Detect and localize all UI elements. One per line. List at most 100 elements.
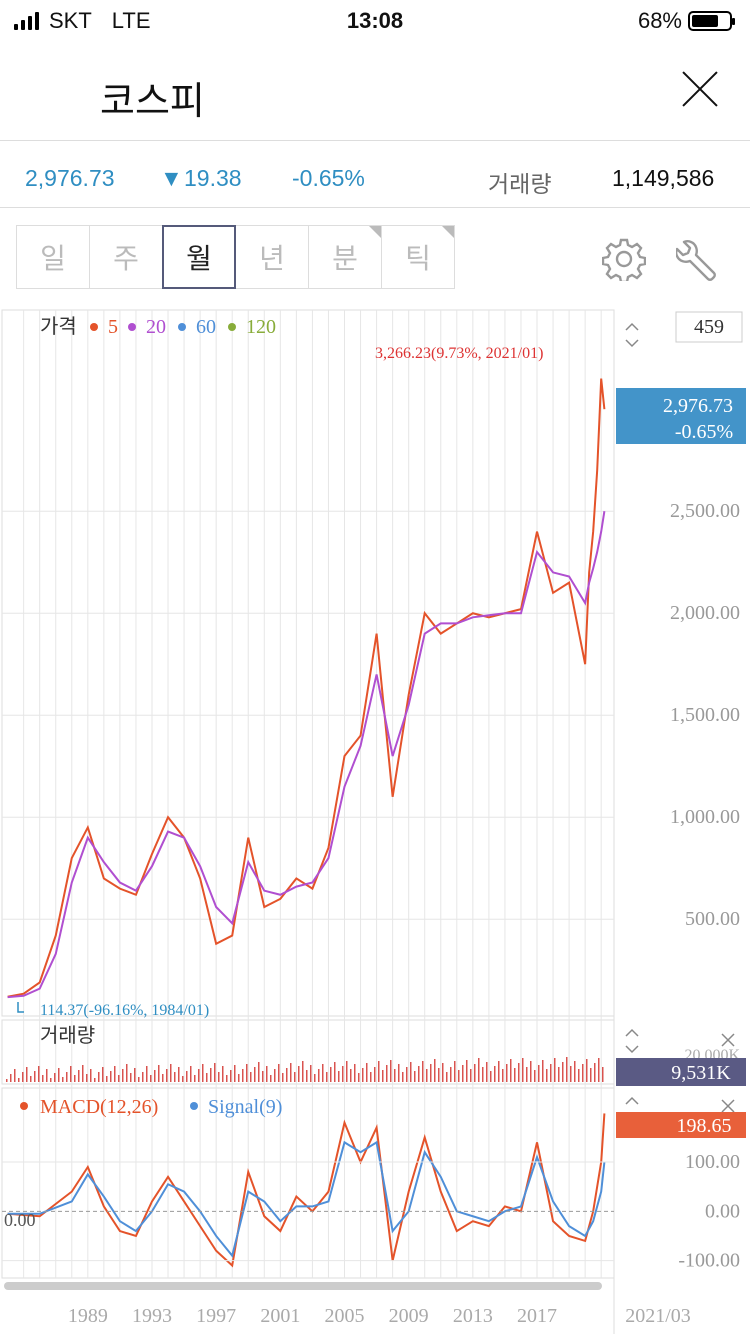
volume-bar — [242, 1069, 244, 1082]
chart-area[interactable]: 가격 5 20 60 120 3,266.23(9.73%, 2021/01) … — [0, 308, 750, 1334]
close-icon[interactable] — [680, 70, 720, 110]
legend-dot-60 — [178, 323, 186, 331]
macd-legend: MACD(12,26) — [40, 1096, 158, 1118]
current-price: 2,976.73 — [25, 165, 115, 191]
signal-legend-dot — [190, 1102, 198, 1110]
price-scale-icon[interactable] — [625, 322, 639, 348]
tab-minute[interactable]: 분 — [308, 225, 382, 289]
macd-tick-label: 100.00 — [685, 1151, 740, 1173]
status-bar: SKT LTE 13:08 68% — [0, 0, 750, 40]
carrier: SKT — [49, 8, 92, 33]
x-tick-label: 1989 — [68, 1305, 108, 1327]
volume-bar — [6, 1079, 8, 1082]
volume-bar — [38, 1066, 40, 1082]
macd-badge-value: 198.65 — [677, 1115, 732, 1137]
tab-year[interactable]: 년 — [235, 225, 309, 289]
volume-bar — [150, 1075, 152, 1082]
chart-scrollbar[interactable] — [4, 1282, 602, 1290]
tab-day[interactable]: 일 — [16, 225, 90, 289]
volume-bar — [326, 1072, 328, 1082]
price-tick-label: 1,500.00 — [670, 704, 740, 726]
volume-bar — [586, 1059, 588, 1082]
volume-bar — [286, 1068, 288, 1082]
volume-bar — [106, 1076, 108, 1082]
gear-icon[interactable] — [602, 237, 646, 281]
price-panel[interactable] — [1, 309, 615, 1017]
period-tabs: 일 주 월 년 분 틱 — [16, 225, 455, 289]
volume-bar — [126, 1064, 128, 1082]
volume-bar — [602, 1067, 604, 1082]
volume-bar — [478, 1058, 480, 1082]
volume-bar — [278, 1064, 280, 1082]
volume-bar — [418, 1066, 420, 1082]
battery-icon — [688, 11, 735, 31]
chart-svg[interactable]: 가격 5 20 60 120 3,266.23(9.73%, 2021/01) … — [0, 308, 750, 1334]
volume-bar — [302, 1061, 304, 1082]
volume-bar — [178, 1067, 180, 1082]
volume-bar — [62, 1077, 64, 1082]
price-tick-label: 1,000.00 — [670, 806, 740, 828]
volume-panel-title: 거래량 — [40, 1024, 95, 1047]
tab-month[interactable]: 월 — [162, 225, 236, 289]
volume-bar — [82, 1065, 84, 1082]
volume-bar — [590, 1068, 592, 1082]
volume-bar — [550, 1064, 552, 1082]
battery-percent: 68% — [637, 8, 682, 33]
volume-bar — [334, 1062, 336, 1082]
macd-tick-label: 0.00 — [705, 1200, 740, 1222]
volume-bar — [298, 1066, 300, 1082]
volume-bar — [154, 1070, 156, 1082]
macd-close-icon[interactable] — [721, 1099, 735, 1113]
volume-bar — [270, 1075, 272, 1082]
volume-bar — [238, 1074, 240, 1082]
volume-bar — [78, 1070, 80, 1082]
legend-ma5: 5 — [108, 316, 118, 338]
volume-bar — [558, 1067, 560, 1082]
volume-scale-icon[interactable] — [625, 1028, 639, 1054]
volume-bar — [66, 1072, 68, 1082]
volume-bar — [206, 1073, 208, 1082]
volume-bar — [222, 1066, 224, 1082]
volume-bar — [366, 1063, 368, 1082]
volume-bar — [466, 1060, 468, 1082]
volume-bar — [578, 1069, 580, 1082]
x-tick-label: 1993 — [132, 1305, 172, 1327]
volume-bar — [58, 1068, 60, 1082]
volume-bar — [266, 1066, 268, 1082]
macd-badge — [616, 1112, 746, 1138]
volume-bar — [346, 1061, 348, 1082]
header: 코스피 — [0, 40, 750, 141]
macd-legend-dot — [20, 1102, 28, 1110]
volume-bar — [510, 1059, 512, 1082]
volume-bar — [46, 1069, 48, 1082]
volume-bar — [86, 1074, 88, 1082]
volume-bar — [330, 1067, 332, 1082]
volume-bar — [382, 1070, 384, 1082]
price-tick-label: 500.00 — [685, 908, 740, 930]
volume-bar — [50, 1078, 52, 1082]
volume-bar — [362, 1068, 364, 1082]
price-change-percent: -0.65% — [292, 165, 365, 191]
volume-bar — [410, 1062, 412, 1082]
legend-dot-5 — [90, 323, 98, 331]
legend-ma20: 20 — [146, 316, 166, 338]
tab-week[interactable]: 주 — [89, 225, 163, 289]
volume-bar — [378, 1061, 380, 1082]
x-tick-label: 2001 — [260, 1305, 300, 1327]
volume-bar — [338, 1071, 340, 1082]
status-time: 13:08 — [346, 8, 404, 33]
volume-close-icon[interactable] — [721, 1033, 735, 1047]
tab-tick[interactable]: 틱 — [381, 225, 455, 289]
volume-bar — [202, 1064, 204, 1082]
macd-series — [7, 1113, 606, 1268]
legend-dot-120 — [228, 323, 236, 331]
volume-bar — [490, 1071, 492, 1082]
volume-bar — [570, 1066, 572, 1082]
volume-bar — [446, 1072, 448, 1082]
volume-bar — [434, 1059, 436, 1082]
wrench-icon[interactable] — [676, 237, 720, 281]
volume-bar — [450, 1067, 452, 1082]
volume-badge-value: 9,531K — [671, 1062, 731, 1084]
volume-bar — [402, 1072, 404, 1082]
volume-bar — [594, 1063, 596, 1082]
